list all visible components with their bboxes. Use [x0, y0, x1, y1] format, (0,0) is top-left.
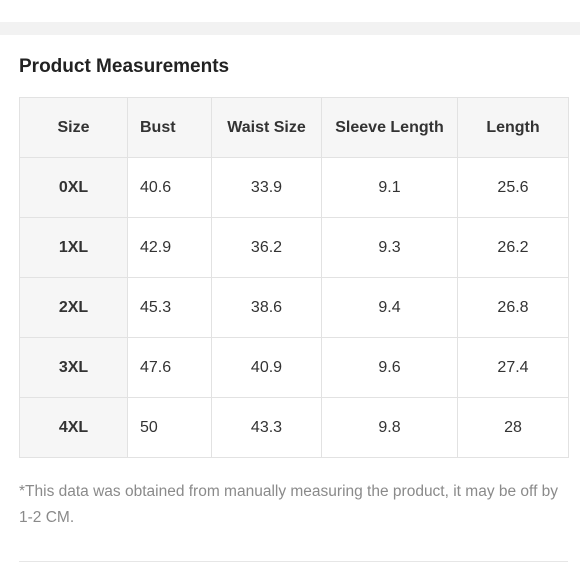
waist-size-cell: 36.2 [211, 217, 322, 278]
waist-size-cell: 38.6 [211, 277, 322, 338]
table-row: 3XL 47.6 40.9 9.6 27.4 [19, 337, 569, 398]
table-row: 0XL 40.6 33.9 9.1 25.6 [19, 157, 569, 218]
size-cell: 3XL [19, 337, 128, 398]
header-sleeve-length: Sleeve Length [321, 97, 458, 158]
bust-cell: 45.3 [127, 277, 212, 338]
header-bust: Bust [127, 97, 212, 158]
measurements-table-container: Size Bust Waist Size Sleeve Length Lengt… [19, 97, 569, 458]
size-cell: 4XL [19, 397, 128, 458]
header-waist-size: Waist Size [211, 97, 322, 158]
size-cell: 1XL [19, 217, 128, 278]
bust-cell: 40.6 [127, 157, 212, 218]
length-cell: 25.6 [457, 157, 569, 218]
length-cell: 26.8 [457, 277, 569, 338]
sleeve-length-cell: 9.8 [321, 397, 458, 458]
sleeve-length-cell: 9.1 [321, 157, 458, 218]
sleeve-length-cell: 9.6 [321, 337, 458, 398]
bust-cell: 42.9 [127, 217, 212, 278]
header-size: Size [19, 97, 128, 158]
size-cell: 2XL [19, 277, 128, 338]
table-row: 4XL 50 43.3 9.8 28 [19, 397, 569, 458]
size-cell: 0XL [19, 157, 128, 218]
length-cell: 27.4 [457, 337, 569, 398]
waist-size-cell: 33.9 [211, 157, 322, 218]
bottom-divider [19, 561, 568, 562]
measurement-disclaimer: *This data was obtained from manually me… [19, 483, 559, 526]
waist-size-cell: 40.9 [211, 337, 322, 398]
length-cell: 28 [457, 397, 569, 458]
table-row: 2XL 45.3 38.6 9.4 26.8 [19, 277, 569, 338]
sleeve-length-cell: 9.4 [321, 277, 458, 338]
bust-cell: 50 [127, 397, 212, 458]
measurements-table: Size Bust Waist Size Sleeve Length Lengt… [19, 97, 569, 458]
page-title: Product Measurements [19, 56, 230, 77]
waist-size-cell: 43.3 [211, 397, 322, 458]
bust-cell: 47.6 [127, 337, 212, 398]
table-header-row: Size Bust Waist Size Sleeve Length Lengt… [19, 97, 569, 158]
length-cell: 26.2 [457, 217, 569, 278]
header-length: Length [457, 97, 569, 158]
table-row: 1XL 42.9 36.2 9.3 26.2 [19, 217, 569, 278]
top-divider-bar [0, 22, 580, 35]
sleeve-length-cell: 9.3 [321, 217, 458, 278]
